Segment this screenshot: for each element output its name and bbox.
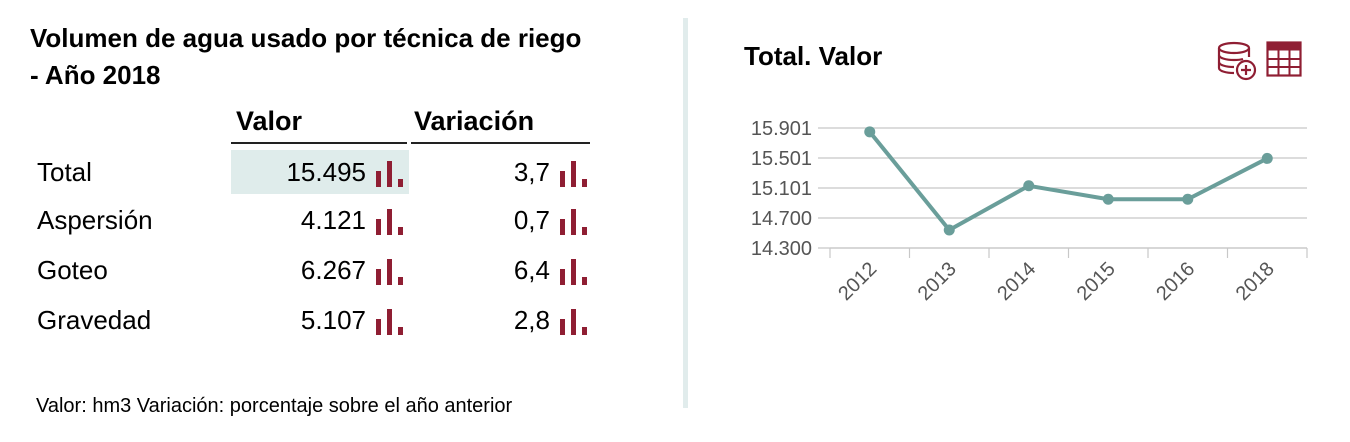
y-tick-label: 15.101 (751, 178, 812, 200)
table-footnote: Valor: hm3 Variación: porcentaje sobre e… (36, 395, 513, 417)
valor-cell: 5.107 (231, 298, 409, 342)
y-tick-label: 14.300 (751, 238, 812, 260)
bar-chart-icon[interactable] (375, 157, 407, 188)
y-tick-label: 14.700 (751, 208, 812, 230)
data-point (864, 126, 876, 138)
valor-value: 5.107 (300, 304, 366, 335)
row-label: Aspersión (37, 205, 153, 235)
y-tick-label: 15.501 (751, 148, 812, 170)
variacion-value: 3,7 (513, 156, 550, 187)
valor-cell: 15.495 (231, 150, 409, 194)
variacion-cell: 2,8 (411, 298, 591, 342)
data-point (943, 224, 955, 236)
variacion-cell: 3,7 (411, 150, 591, 194)
bar-chart-icon[interactable] (559, 255, 591, 286)
database-add-icon[interactable] (1216, 41, 1258, 86)
bar-chart-icon[interactable] (375, 305, 407, 336)
bar-chart-icon[interactable] (559, 205, 591, 236)
column-header-variacion: Variación (411, 104, 590, 144)
x-tick-label: 2015 (1073, 258, 1120, 305)
series-line (867, 129, 1270, 233)
valor-cell: 6.267 (231, 248, 409, 292)
panel-divider (683, 18, 688, 408)
x-tick-label: 2013 (914, 258, 961, 305)
data-point (1023, 180, 1035, 192)
variacion-value: 0,7 (513, 204, 550, 235)
bar-chart-icon[interactable] (559, 305, 591, 336)
line-chart: 15.901 15.501 15.101 14.700 14.300 2012 2013 20… (751, 118, 1308, 305)
column-header-valor: Valor (231, 104, 407, 144)
variacion-cell: 6,4 (411, 248, 591, 292)
valor-value: 4.121 (300, 204, 366, 235)
x-tick-label: 2016 (1152, 258, 1199, 305)
x-tick-label: 2018 (1232, 258, 1279, 305)
bar-chart-icon[interactable] (559, 157, 591, 188)
y-tick-label: 15.901 (751, 118, 812, 140)
bar-chart-icon[interactable] (375, 255, 407, 286)
table-title: Volumen de agua usado por técnica de rie… (30, 23, 582, 90)
bar-chart-icon[interactable] (375, 205, 407, 236)
x-tick-label: 2012 (834, 258, 881, 305)
data-point (1261, 152, 1273, 164)
data-table-panel: Volumen de agua usado por técnica de rie… (30, 23, 591, 417)
variacion-value: 6,4 (513, 254, 550, 285)
x-tick-label: 2014 (993, 258, 1040, 305)
data-point (1182, 193, 1194, 205)
valor-value: 15.495 (286, 156, 366, 187)
valor-cell: 4.121 (231, 198, 409, 242)
row-label: Gravedad (37, 305, 152, 335)
chart-title: Total. Valor (744, 41, 883, 71)
table-icon[interactable] (1266, 41, 1302, 82)
row-label: Total (37, 157, 92, 187)
variacion-cell: 0,7 (411, 198, 591, 242)
row-label: Goteo (37, 255, 108, 285)
data-point (1102, 193, 1114, 205)
valor-value: 6.267 (300, 254, 366, 285)
variacion-value: 2,8 (513, 304, 550, 335)
